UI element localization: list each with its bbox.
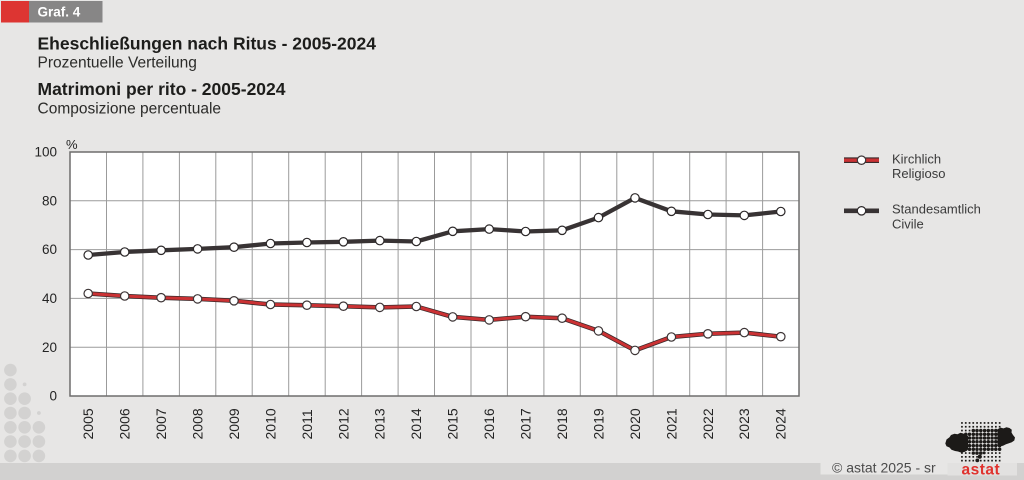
svg-text:60: 60 xyxy=(42,242,57,257)
svg-text:Standesamtlich: Standesamtlich xyxy=(892,202,981,217)
svg-text:2009: 2009 xyxy=(226,408,242,439)
svg-text:2022: 2022 xyxy=(700,408,716,439)
svg-text:2017: 2017 xyxy=(518,408,534,439)
svg-text:2008: 2008 xyxy=(190,408,206,439)
svg-text:2006: 2006 xyxy=(117,408,133,439)
svg-text:2010: 2010 xyxy=(262,408,278,439)
svg-text:2016: 2016 xyxy=(481,408,497,439)
svg-text:2005: 2005 xyxy=(80,408,96,439)
svg-text:2011: 2011 xyxy=(299,409,315,439)
svg-text:2012: 2012 xyxy=(335,408,351,439)
svg-text:2014: 2014 xyxy=(408,408,424,439)
svg-text:Composizione percentuale: Composizione percentuale xyxy=(38,101,222,118)
svg-text:Kirchlich: Kirchlich xyxy=(892,152,941,167)
svg-text:20: 20 xyxy=(42,340,57,355)
svg-text:40: 40 xyxy=(42,291,57,306)
svg-text:Eheschließungen nach Ritus - 2: Eheschließungen nach Ritus - 2005-2024 xyxy=(38,34,377,54)
svg-text:2013: 2013 xyxy=(372,408,388,439)
svg-text:© astat 2025 - sr: © astat 2025 - sr xyxy=(832,460,936,476)
svg-text:Graf. 4: Graf. 4 xyxy=(38,5,81,20)
svg-text:2021: 2021 xyxy=(663,408,679,439)
svg-text:2024: 2024 xyxy=(773,408,789,439)
svg-text:2020: 2020 xyxy=(627,408,643,439)
svg-text:100: 100 xyxy=(34,145,57,160)
svg-text:Matrimoni per rito - 2005-2024: Matrimoni per rito - 2005-2024 xyxy=(38,79,286,99)
svg-text:2018: 2018 xyxy=(554,408,570,439)
svg-text:Religioso: Religioso xyxy=(892,166,945,181)
svg-text:astat: astat xyxy=(962,462,1001,479)
svg-text:Prozentuelle Verteilung: Prozentuelle Verteilung xyxy=(38,54,197,71)
svg-text:0: 0 xyxy=(49,389,57,404)
svg-text:2019: 2019 xyxy=(590,408,606,439)
svg-text:2015: 2015 xyxy=(445,408,461,439)
svg-text:Civile: Civile xyxy=(892,216,924,231)
svg-text:80: 80 xyxy=(42,193,57,208)
svg-text:2007: 2007 xyxy=(153,408,169,439)
svg-text:2023: 2023 xyxy=(736,408,752,439)
svg-text:%: % xyxy=(66,137,78,152)
